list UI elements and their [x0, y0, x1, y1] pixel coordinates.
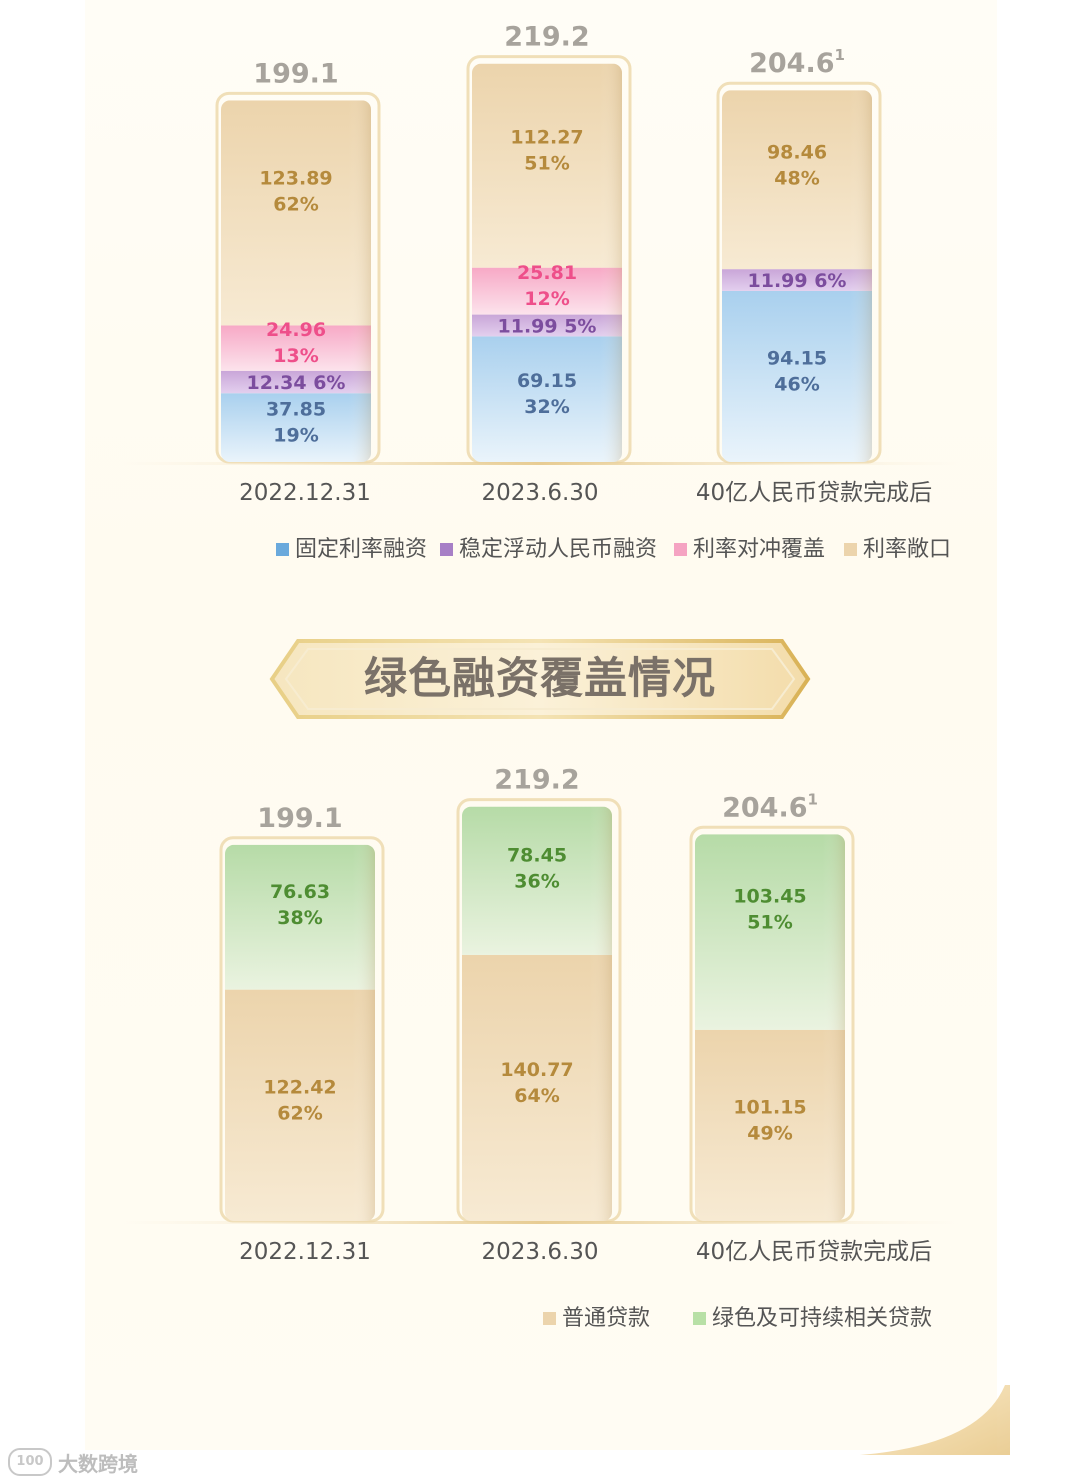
- watermark-logo: 100: [8, 1448, 52, 1476]
- data-label-exposure-pct: 51%: [524, 152, 569, 174]
- legend-swatch-exposure: [844, 543, 857, 556]
- data-label-hedge-value: 24.96: [266, 319, 326, 341]
- data-label-exposure-value: 112.27: [510, 126, 583, 148]
- baseline: [120, 462, 960, 465]
- watermark: 100 大数跨境: [8, 1446, 138, 1478]
- data-label-exposure-value: 123.89: [259, 167, 332, 189]
- data-label-hedge-pct: 13%: [273, 345, 318, 367]
- data-label-fixed-value: 94.15: [767, 347, 827, 369]
- x-tick-label: 2023.6.30: [481, 480, 598, 506]
- x-tick-label: 2022.12.31: [239, 480, 371, 506]
- corner-decoration: [860, 1385, 1010, 1455]
- bar-total: 199.1: [253, 58, 338, 89]
- bar-stack: [722, 90, 872, 463]
- legend-item-stable: 稳定浮动人民币融资: [459, 537, 657, 562]
- banner-frame: [269, 639, 811, 719]
- legend-item-hedge: 利率对冲覆盖: [693, 537, 825, 562]
- data-label-hedge-value: 25.81: [517, 262, 577, 284]
- interest-rate-chart: 37.85 19% 12.34 6% 24.96 13% 123.89 62% 199.1 20…: [120, 22, 960, 562]
- data-label-fixed-pct: 19%: [273, 425, 318, 447]
- data-label-exposure-pct: 48%: [774, 168, 819, 190]
- bar-total: 219.2: [504, 22, 589, 53]
- data-label-stable: 12.34 6%: [247, 372, 346, 394]
- bar-stack: [221, 100, 371, 462]
- data-label-exposure-value: 98.46: [767, 142, 827, 164]
- data-label-stable: 11.99 6%: [748, 270, 847, 292]
- data-label-fixed-value: 69.15: [517, 370, 577, 392]
- data-label-fixed-value: 37.85: [266, 399, 326, 421]
- legend-swatch-stable: [440, 543, 453, 556]
- legend-swatch-fixed: [276, 543, 289, 556]
- bar-shading: [472, 63, 622, 463]
- legend-swatch-hedge: [674, 543, 687, 556]
- data-label-fixed-pct: 46%: [774, 373, 819, 395]
- section-title: 绿色融资覆盖情况: [364, 654, 716, 704]
- section-banner: 绿色融资覆盖情况: [268, 637, 812, 721]
- legend-item-exposure: 利率敞口: [863, 537, 951, 562]
- data-label-exposure-pct: 62%: [273, 193, 318, 215]
- bar-total: 204.61: [749, 46, 845, 79]
- x-tick-label: 40亿人民币贷款完成后: [696, 480, 932, 506]
- data-label-hedge-pct: 12%: [524, 288, 569, 310]
- bar-stack: [472, 63, 622, 463]
- legend-item-fixed: 固定利率融资: [295, 537, 427, 562]
- bar-shading: [221, 100, 371, 462]
- data-label-fixed-pct: 32%: [524, 396, 569, 418]
- watermark-text: 大数跨境: [58, 1451, 138, 1476]
- bar-shading: [722, 90, 872, 463]
- data-label-stable: 11.99 5%: [498, 315, 597, 337]
